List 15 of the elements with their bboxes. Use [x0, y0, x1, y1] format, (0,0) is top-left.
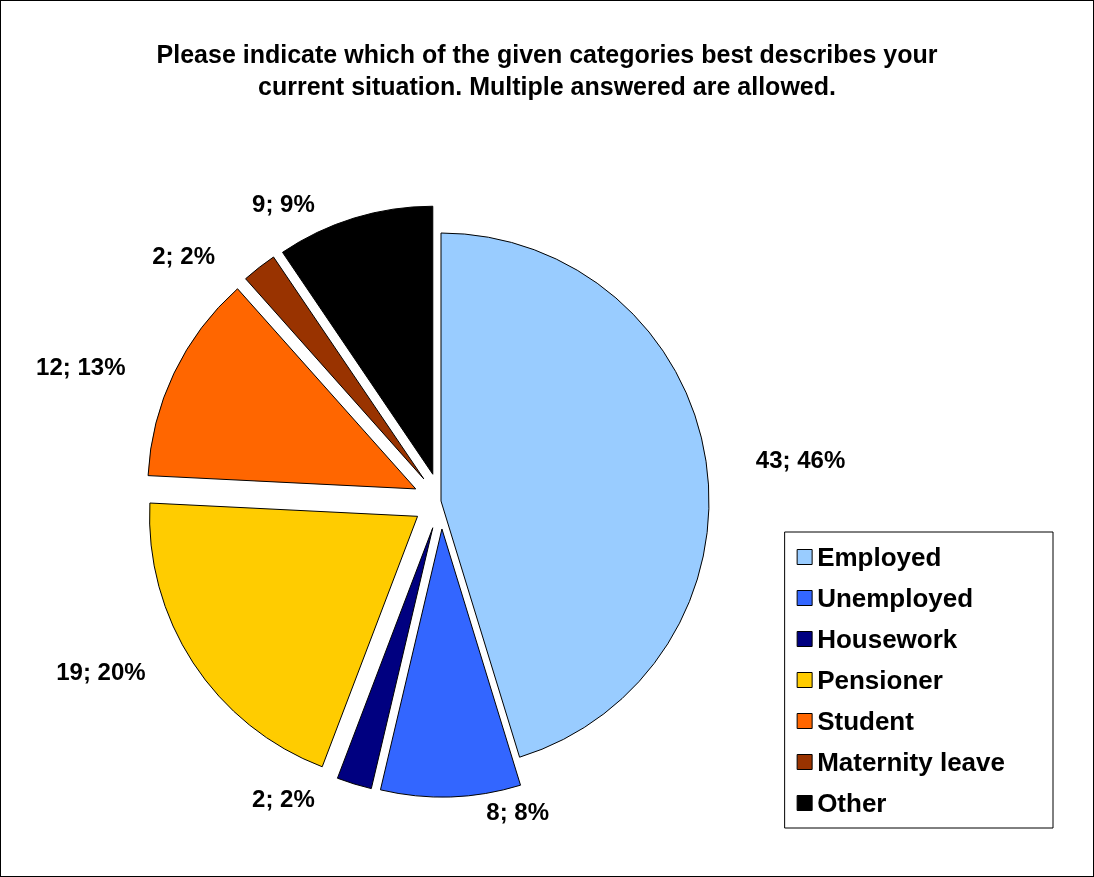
legend-label: Student: [817, 706, 915, 736]
legend-label: Employed: [817, 542, 942, 572]
data-label: 43; 46%: [755, 445, 846, 473]
legend-label: Other: [817, 788, 887, 818]
data-label: 9; 9%: [252, 190, 315, 218]
data-label: 12; 13%: [36, 353, 126, 381]
data-label: 8; 8%: [486, 798, 549, 826]
data-label: 2; 2%: [152, 242, 215, 270]
legend-label: Maternity leave: [817, 747, 1006, 777]
data-label: 19; 20%: [56, 657, 146, 685]
legend-label: Unemployed: [817, 583, 974, 613]
data-label: 2; 2%: [252, 784, 315, 812]
legend-label: Pensioner: [817, 665, 943, 695]
chart-title: Please indicate which of the given categories best describes your current situation. Multiple answered are allowed.: [156, 40, 938, 100]
legend-label: Housework: [817, 624, 958, 654]
